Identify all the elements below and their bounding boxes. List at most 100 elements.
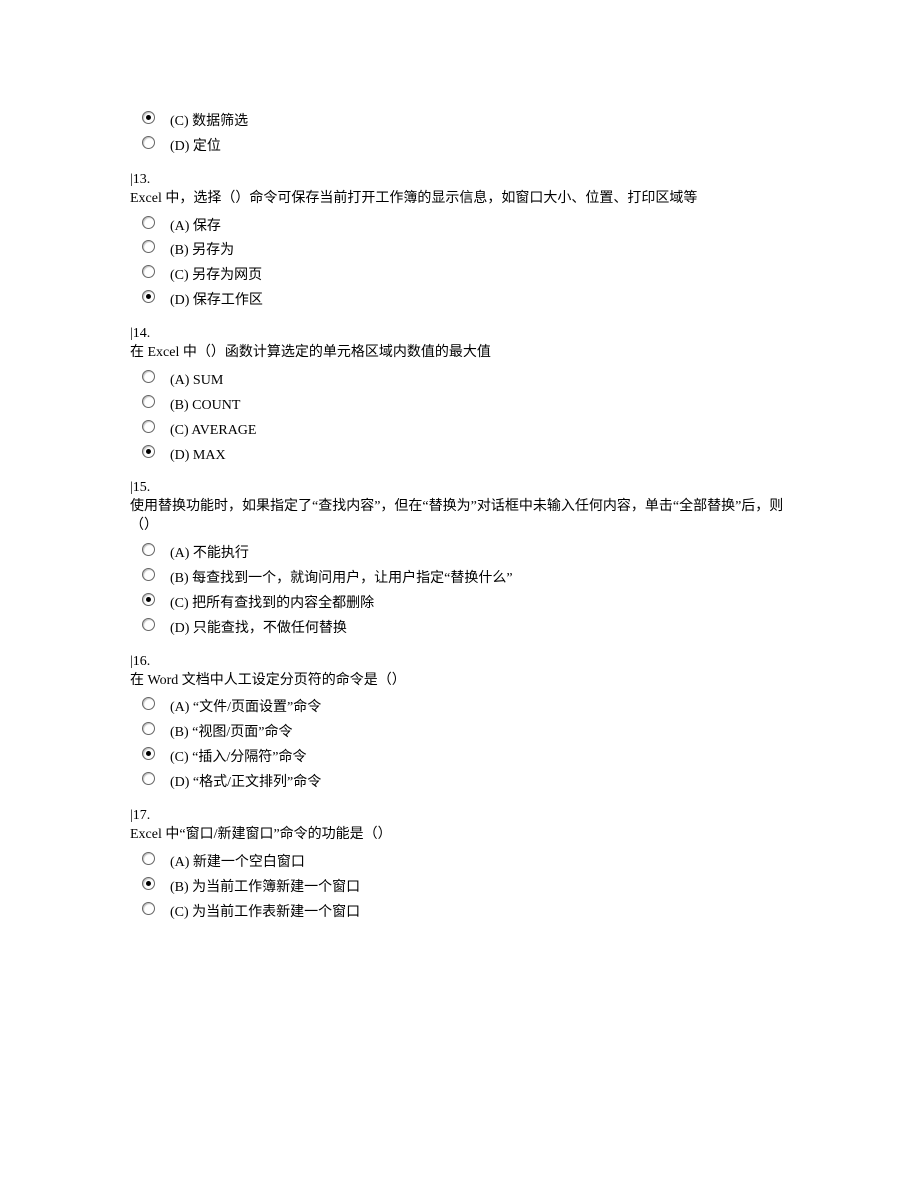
radio-cell (130, 239, 170, 253)
radio-icon[interactable] (142, 136, 155, 149)
option-row: (A) 新建一个空白窗口 (130, 851, 790, 873)
option-label: (D) “格式/正文排列”命令 (170, 771, 790, 793)
radio-icon[interactable] (142, 593, 155, 606)
radio-icon[interactable] (142, 722, 155, 735)
radio-cell (130, 567, 170, 581)
question-number: |13. (130, 172, 150, 187)
question-block: |14. 在 Excel 中（）函数计算选定的单元格区域内数值的最大值 (A) SU… (130, 325, 790, 465)
option-label: (D) 只能查找，不做任何替换 (170, 617, 790, 639)
radio-cell (130, 394, 170, 408)
option-label: (C) 把所有查找到的内容全都删除 (170, 592, 790, 614)
radio-cell (130, 419, 170, 433)
radio-icon[interactable] (142, 877, 155, 890)
radio-cell (130, 135, 170, 149)
question-body: 在 Word 文档中人工设定分页符的命令是（） (130, 672, 790, 691)
radio-cell (130, 851, 170, 865)
option-label: (A) 不能执行 (170, 542, 790, 564)
radio-icon[interactable] (142, 697, 155, 710)
option-label: (A) SUM (170, 369, 790, 391)
radio-cell (130, 901, 170, 915)
radio-cell (130, 215, 170, 229)
radio-cell (130, 264, 170, 278)
radio-icon[interactable] (142, 395, 155, 408)
option-row: (C) AVERAGE (130, 419, 790, 441)
option-row: (D) 定位 (130, 135, 790, 157)
option-label: (B) COUNT (170, 394, 790, 416)
radio-icon[interactable] (142, 568, 155, 581)
option-row: (D) “格式/正文排列”命令 (130, 771, 790, 793)
radio-icon[interactable] (142, 290, 155, 303)
option-label: (B) 为当前工作簿新建一个窗口 (170, 876, 790, 898)
option-label: (C) 另存为网页 (170, 264, 790, 286)
radio-cell (130, 696, 170, 710)
option-row: (B) COUNT (130, 394, 790, 416)
option-row: (C) 数据筛选 (130, 110, 790, 132)
radio-icon[interactable] (142, 852, 155, 865)
question-text: |13. Excel 中，选择（）命令可保存当前打开工作簿的显示信息，如窗口大小、… (130, 171, 790, 209)
radio-icon[interactable] (142, 543, 155, 556)
option-row: (D) 只能查找，不做任何替换 (130, 617, 790, 639)
option-row: (B) “视图/页面”命令 (130, 721, 790, 743)
question-number: |14. (130, 326, 150, 341)
radio-icon[interactable] (142, 265, 155, 278)
option-label: (C) AVERAGE (170, 419, 790, 441)
question-text: |16.在 Word 文档中人工设定分页符的命令是（） (130, 653, 790, 691)
option-label: (A) 新建一个空白窗口 (170, 851, 790, 873)
radio-icon[interactable] (142, 772, 155, 785)
option-row: (B) 另存为 (130, 239, 790, 261)
radio-cell (130, 771, 170, 785)
radio-cell (130, 592, 170, 606)
option-row: (C) “插入/分隔符”命令 (130, 746, 790, 768)
option-label: (D) 保存工作区 (170, 289, 790, 311)
option-label: (D) MAX (170, 444, 790, 466)
question-text: |14. 在 Excel 中（）函数计算选定的单元格区域内数值的最大值 (130, 325, 790, 363)
radio-cell (130, 746, 170, 760)
option-row: (D) 保存工作区 (130, 289, 790, 311)
option-row: (C) 把所有查找到的内容全都删除 (130, 592, 790, 614)
radio-cell (130, 289, 170, 303)
option-row: (C) 为当前工作表新建一个窗口 (130, 901, 790, 923)
question-body: 使用替换功能时，如果指定了“查找内容”，但在“替换为”对话框中未输入任何内容，单… (130, 498, 790, 536)
option-label: (C) “插入/分隔符”命令 (170, 746, 790, 768)
radio-cell (130, 721, 170, 735)
question-block: |17. Excel 中“窗口/新建窗口”命令的功能是（） (A) 新建一个空白窗口… (130, 807, 790, 922)
option-row: (A) 保存 (130, 215, 790, 237)
question-text: |15. 使用替换功能时，如果指定了“查找内容”，但在“替换为”对话框中未输入任何… (130, 479, 790, 536)
question-number: |17. (130, 808, 150, 823)
option-row: (A) SUM (130, 369, 790, 391)
option-label: (A) 保存 (170, 215, 790, 237)
question-body: Excel 中“窗口/新建窗口”命令的功能是（） (130, 826, 790, 845)
option-label: (A) “文件/页面设置”命令 (170, 696, 790, 718)
option-row: (A) “文件/页面设置”命令 (130, 696, 790, 718)
option-row: (B) 每查找到一个，就询问用户，让用户指定“替换什么” (130, 567, 790, 589)
option-row: (D) MAX (130, 444, 790, 466)
radio-cell (130, 542, 170, 556)
radio-icon[interactable] (142, 216, 155, 229)
radio-icon[interactable] (142, 370, 155, 383)
question-body: Excel 中，选择（）命令可保存当前打开工作簿的显示信息，如窗口大小、位置、打… (130, 190, 790, 209)
radio-icon[interactable] (142, 445, 155, 458)
option-row: (B) 为当前工作簿新建一个窗口 (130, 876, 790, 898)
option-label: (B) 另存为 (170, 239, 790, 261)
radio-icon[interactable] (142, 902, 155, 915)
question-block: |15. 使用替换功能时，如果指定了“查找内容”，但在“替换为”对话框中未输入任何… (130, 479, 790, 638)
option-row: (C) 另存为网页 (130, 264, 790, 286)
radio-cell (130, 444, 170, 458)
radio-cell (130, 617, 170, 631)
option-label: (B) “视图/页面”命令 (170, 721, 790, 743)
radio-cell (130, 110, 170, 124)
option-label: (C) 数据筛选 (170, 110, 790, 132)
option-row: (A) 不能执行 (130, 542, 790, 564)
radio-icon[interactable] (142, 747, 155, 760)
radio-icon[interactable] (142, 618, 155, 631)
question-block: |16.在 Word 文档中人工设定分页符的命令是（） (A) “文件/页面设置”… (130, 653, 790, 793)
question-block: |13. Excel 中，选择（）命令可保存当前打开工作簿的显示信息，如窗口大小、… (130, 171, 790, 311)
radio-icon[interactable] (142, 420, 155, 433)
question-text: |17. Excel 中“窗口/新建窗口”命令的功能是（） (130, 807, 790, 845)
question-body: 在 Excel 中（）函数计算选定的单元格区域内数值的最大值 (130, 344, 790, 363)
option-label: (C) 为当前工作表新建一个窗口 (170, 901, 790, 923)
radio-icon[interactable] (142, 111, 155, 124)
radio-icon[interactable] (142, 240, 155, 253)
question-number: |15. (130, 480, 150, 495)
radio-cell (130, 876, 170, 890)
